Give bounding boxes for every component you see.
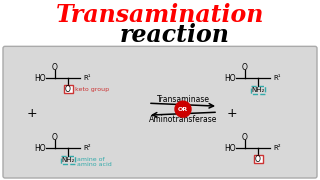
Text: Aminotransferase: Aminotransferase — [149, 115, 217, 124]
Circle shape — [175, 101, 191, 117]
Bar — [61, 156, 75, 164]
Text: O: O — [52, 63, 58, 72]
Text: HO: HO — [224, 74, 236, 83]
Text: O: O — [242, 133, 248, 142]
Text: R¹: R¹ — [273, 75, 281, 81]
Text: NH₂: NH₂ — [251, 87, 265, 93]
Text: O: O — [242, 63, 248, 72]
Text: R¹: R¹ — [83, 75, 91, 81]
Text: O: O — [65, 85, 71, 94]
Text: R²: R² — [83, 145, 91, 151]
Text: NH₂: NH₂ — [61, 157, 75, 163]
Text: amine of: amine of — [77, 157, 105, 162]
FancyBboxPatch shape — [3, 46, 317, 178]
Bar — [253, 155, 262, 163]
Text: reaction: reaction — [120, 23, 230, 47]
Text: +: + — [227, 107, 237, 120]
Text: R²: R² — [273, 145, 281, 151]
Text: O: O — [255, 155, 261, 164]
Text: O: O — [52, 133, 58, 142]
Text: HO: HO — [34, 144, 46, 153]
Text: Transaminase: Transaminase — [156, 95, 210, 104]
Bar — [63, 85, 73, 93]
Text: OR: OR — [178, 107, 188, 112]
Text: HO: HO — [34, 74, 46, 83]
Text: amino acid: amino acid — [77, 161, 112, 166]
Text: +: + — [27, 107, 37, 120]
Text: HO: HO — [224, 144, 236, 153]
Text: keto group: keto group — [75, 87, 109, 92]
Bar — [251, 86, 265, 94]
Text: Transamination: Transamination — [56, 3, 264, 27]
